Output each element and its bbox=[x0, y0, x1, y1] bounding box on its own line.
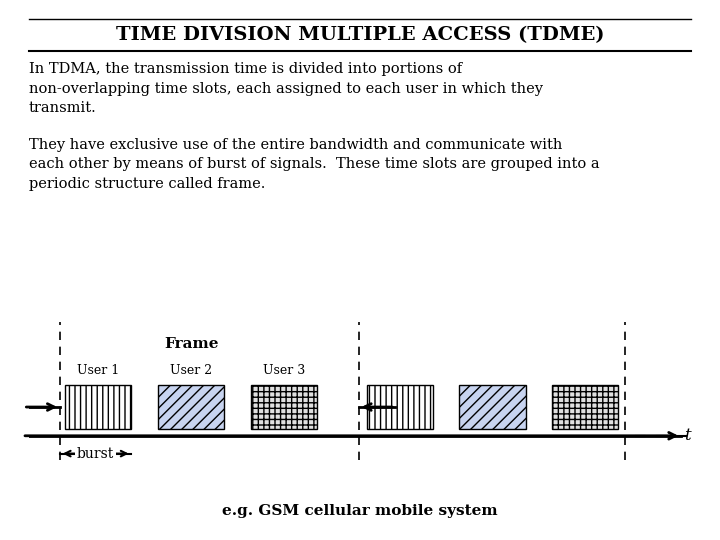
Bar bbox=[552, 384, 618, 429]
Text: e.g. GSM cellular mobile system: e.g. GSM cellular mobile system bbox=[222, 504, 498, 518]
Text: User 1: User 1 bbox=[77, 363, 120, 377]
Bar bbox=[66, 384, 132, 429]
Text: Frame: Frame bbox=[164, 337, 218, 351]
Text: burst: burst bbox=[77, 447, 114, 461]
Text: In TDMA, the transmission time is divided into portions of
non-overlapping time : In TDMA, the transmission time is divide… bbox=[29, 62, 543, 115]
Text: TIME DIVISION MULTIPLE ACCESS (TDME): TIME DIVISION MULTIPLE ACCESS (TDME) bbox=[116, 26, 604, 44]
Bar bbox=[251, 384, 317, 429]
Bar bbox=[366, 384, 433, 429]
Text: t: t bbox=[685, 427, 691, 444]
Bar bbox=[459, 384, 526, 429]
Text: User 3: User 3 bbox=[263, 363, 305, 377]
Bar bbox=[158, 384, 224, 429]
Text: User 2: User 2 bbox=[170, 363, 212, 377]
Text: They have exclusive use of the entire bandwidth and communicate with
each other : They have exclusive use of the entire ba… bbox=[29, 138, 600, 191]
